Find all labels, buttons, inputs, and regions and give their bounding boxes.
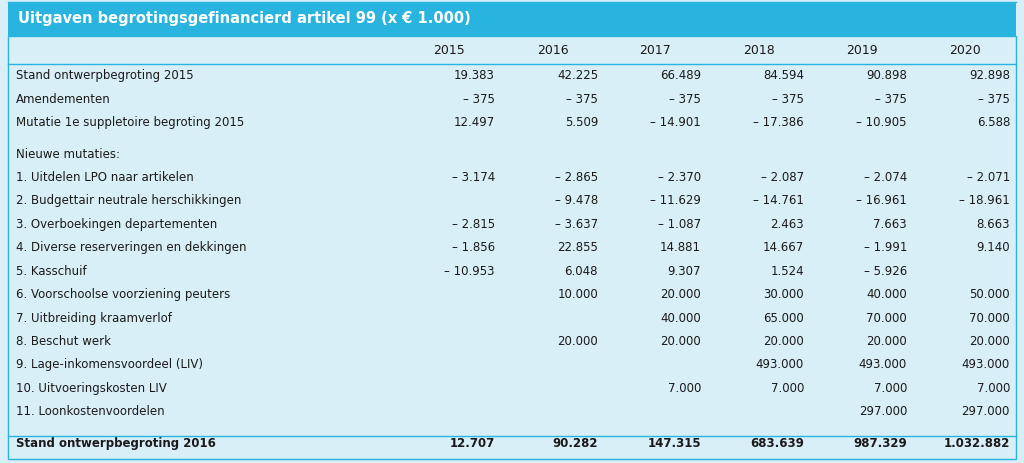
Text: 4. Diverse reserveringen en dekkingen: 4. Diverse reserveringen en dekkingen — [16, 241, 247, 254]
Text: 297.000: 297.000 — [962, 405, 1010, 419]
Text: – 375: – 375 — [876, 93, 907, 106]
Text: 8. Beschut werk: 8. Beschut werk — [16, 335, 111, 348]
Text: 1. Uitdelen LPO naar artikelen: 1. Uitdelen LPO naar artikelen — [16, 171, 194, 184]
Text: 5. Kasschuif: 5. Kasschuif — [16, 265, 87, 278]
Text: 20.000: 20.000 — [660, 335, 701, 348]
Text: 493.000: 493.000 — [859, 358, 907, 371]
Text: 12.497: 12.497 — [454, 116, 495, 129]
Text: 42.225: 42.225 — [557, 69, 598, 82]
Text: 493.000: 493.000 — [962, 358, 1010, 371]
Text: 1.032.882: 1.032.882 — [944, 437, 1010, 450]
Text: 2020: 2020 — [948, 44, 980, 57]
Text: 5.509: 5.509 — [564, 116, 598, 129]
Text: 6.588: 6.588 — [977, 116, 1010, 129]
Text: 12.707: 12.707 — [450, 437, 495, 450]
Text: 65.000: 65.000 — [763, 312, 804, 325]
Text: 7.000: 7.000 — [668, 382, 701, 395]
Text: 40.000: 40.000 — [660, 312, 701, 325]
Text: – 2.071: – 2.071 — [967, 171, 1010, 184]
Text: 70.000: 70.000 — [970, 312, 1010, 325]
Text: 2018: 2018 — [742, 44, 774, 57]
Text: Amendementen: Amendementen — [16, 93, 111, 106]
Text: 7. Uitbreiding kraamverlof: 7. Uitbreiding kraamverlof — [16, 312, 172, 325]
Text: – 375: – 375 — [669, 93, 701, 106]
Text: 2019: 2019 — [846, 44, 878, 57]
Text: 20.000: 20.000 — [866, 335, 907, 348]
Text: – 9.478: – 9.478 — [555, 194, 598, 207]
Text: – 1.087: – 1.087 — [657, 218, 701, 231]
Text: 7.000: 7.000 — [873, 382, 907, 395]
Text: – 17.386: – 17.386 — [754, 116, 804, 129]
Text: – 2.087: – 2.087 — [761, 171, 804, 184]
Text: 20.000: 20.000 — [557, 335, 598, 348]
Text: 9. Lage-inkomensvoordeel (LIV): 9. Lage-inkomensvoordeel (LIV) — [16, 358, 203, 371]
Text: – 2.074: – 2.074 — [864, 171, 907, 184]
Text: – 2.370: – 2.370 — [657, 171, 701, 184]
Text: Stand ontwerpbegroting 2016: Stand ontwerpbegroting 2016 — [16, 437, 216, 450]
Text: 50.000: 50.000 — [970, 288, 1010, 301]
Text: 20.000: 20.000 — [763, 335, 804, 348]
Text: 297.000: 297.000 — [859, 405, 907, 419]
Text: 8.663: 8.663 — [977, 218, 1010, 231]
Text: 14.667: 14.667 — [763, 241, 804, 254]
Text: 2. Budgettair neutrale herschikkingen: 2. Budgettair neutrale herschikkingen — [16, 194, 242, 207]
Text: 10. Uitvoeringskosten LIV: 10. Uitvoeringskosten LIV — [16, 382, 167, 395]
Text: 7.663: 7.663 — [873, 218, 907, 231]
Text: 30.000: 30.000 — [763, 288, 804, 301]
Text: 14.881: 14.881 — [660, 241, 701, 254]
Text: 90.282: 90.282 — [553, 437, 598, 450]
Text: 84.594: 84.594 — [763, 69, 804, 82]
Text: – 10.953: – 10.953 — [444, 265, 495, 278]
Text: – 1.856: – 1.856 — [452, 241, 495, 254]
Text: – 10.905: – 10.905 — [856, 116, 907, 129]
Text: 20.000: 20.000 — [970, 335, 1010, 348]
Text: – 375: – 375 — [978, 93, 1010, 106]
Text: – 11.629: – 11.629 — [650, 194, 701, 207]
Text: 70.000: 70.000 — [866, 312, 907, 325]
Text: Mutatie 1e suppletoire begroting 2015: Mutatie 1e suppletoire begroting 2015 — [16, 116, 245, 129]
Text: – 14.761: – 14.761 — [753, 194, 804, 207]
Text: – 16.961: – 16.961 — [856, 194, 907, 207]
Text: – 3.174: – 3.174 — [452, 171, 495, 184]
Text: 6. Voorschoolse voorziening peuters: 6. Voorschoolse voorziening peuters — [16, 288, 230, 301]
Text: – 375: – 375 — [772, 93, 804, 106]
Text: – 14.901: – 14.901 — [650, 116, 701, 129]
Text: – 3.637: – 3.637 — [555, 218, 598, 231]
Text: – 1.991: – 1.991 — [863, 241, 907, 254]
Text: 11. Loonkostenvoordelen: 11. Loonkostenvoordelen — [16, 405, 165, 419]
Text: 90.898: 90.898 — [866, 69, 907, 82]
Text: – 18.961: – 18.961 — [959, 194, 1010, 207]
Text: 683.639: 683.639 — [751, 437, 804, 450]
Text: Nieuwe mutaties:: Nieuwe mutaties: — [16, 148, 120, 161]
Text: 2015: 2015 — [433, 44, 465, 57]
Text: 147.315: 147.315 — [647, 437, 701, 450]
Text: 7.000: 7.000 — [771, 382, 804, 395]
Text: 66.489: 66.489 — [659, 69, 701, 82]
Bar — [8, 2, 1016, 36]
Text: 19.383: 19.383 — [454, 69, 495, 82]
Text: 493.000: 493.000 — [756, 358, 804, 371]
Text: 20.000: 20.000 — [660, 288, 701, 301]
Text: 2016: 2016 — [537, 44, 568, 57]
Text: – 375: – 375 — [566, 93, 598, 106]
Text: 3. Overboekingen departementen: 3. Overboekingen departementen — [16, 218, 217, 231]
Text: 10.000: 10.000 — [557, 288, 598, 301]
Text: 40.000: 40.000 — [866, 288, 907, 301]
Text: – 5.926: – 5.926 — [864, 265, 907, 278]
Text: Uitgaven begrotingsgefinancierd artikel 99 (x € 1.000): Uitgaven begrotingsgefinancierd artikel … — [18, 12, 471, 26]
Text: 2017: 2017 — [640, 44, 672, 57]
Text: 2.463: 2.463 — [770, 218, 804, 231]
Text: 22.855: 22.855 — [557, 241, 598, 254]
Text: 6.048: 6.048 — [564, 265, 598, 278]
Text: 9.307: 9.307 — [668, 265, 701, 278]
Text: – 2.815: – 2.815 — [452, 218, 495, 231]
Text: – 375: – 375 — [463, 93, 495, 106]
Text: Stand ontwerpbegroting 2015: Stand ontwerpbegroting 2015 — [16, 69, 194, 82]
Text: 9.140: 9.140 — [976, 241, 1010, 254]
Text: 1.524: 1.524 — [770, 265, 804, 278]
Text: 7.000: 7.000 — [977, 382, 1010, 395]
Text: – 2.865: – 2.865 — [555, 171, 598, 184]
Text: 987.329: 987.329 — [853, 437, 907, 450]
Text: 92.898: 92.898 — [969, 69, 1010, 82]
